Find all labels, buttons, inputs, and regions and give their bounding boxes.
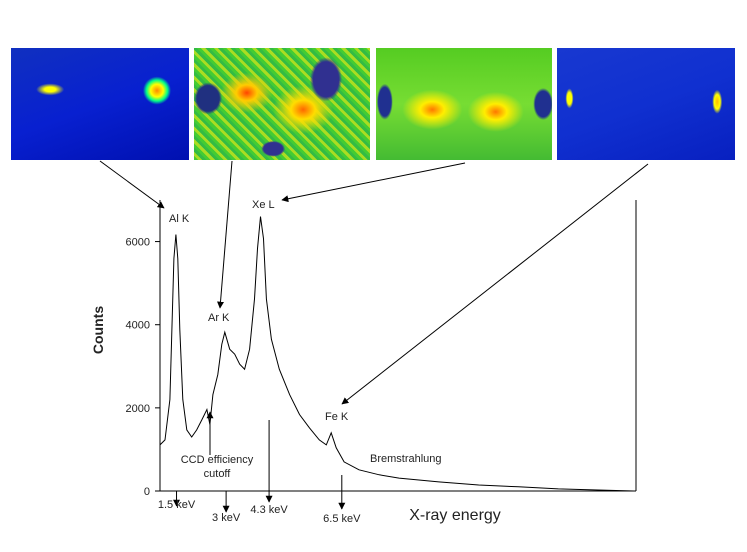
note: CCD efficiency xyxy=(181,454,254,466)
pointer-arrows xyxy=(99,160,649,455)
y-tick-label: 2000 xyxy=(126,403,150,415)
note: Bremstrahlung xyxy=(370,453,442,465)
peak-label: Ar K xyxy=(208,312,230,324)
peak-label: Xe L xyxy=(252,199,275,211)
y-tick-label: 4000 xyxy=(126,320,150,332)
map-image xyxy=(11,48,189,160)
spectrum-line xyxy=(159,216,635,492)
peak-label: Al K xyxy=(169,213,190,225)
energy-label: 1.5 keV xyxy=(158,499,196,511)
map-image xyxy=(194,48,370,160)
energy-label: 4.3 keV xyxy=(250,504,288,516)
x-axis-label: X-ray energy xyxy=(409,507,501,524)
map-image xyxy=(376,48,552,160)
note: cutoff xyxy=(204,468,232,480)
energy-label: 6.5 keV xyxy=(323,513,361,525)
y-axis-label: Counts xyxy=(90,306,106,354)
y-tick-label: 6000 xyxy=(126,237,150,249)
y-tick-label: 0 xyxy=(144,486,150,498)
peak-label: Fe K xyxy=(325,411,349,423)
energy-label: 3 keV xyxy=(212,512,241,524)
map-image xyxy=(557,48,735,160)
